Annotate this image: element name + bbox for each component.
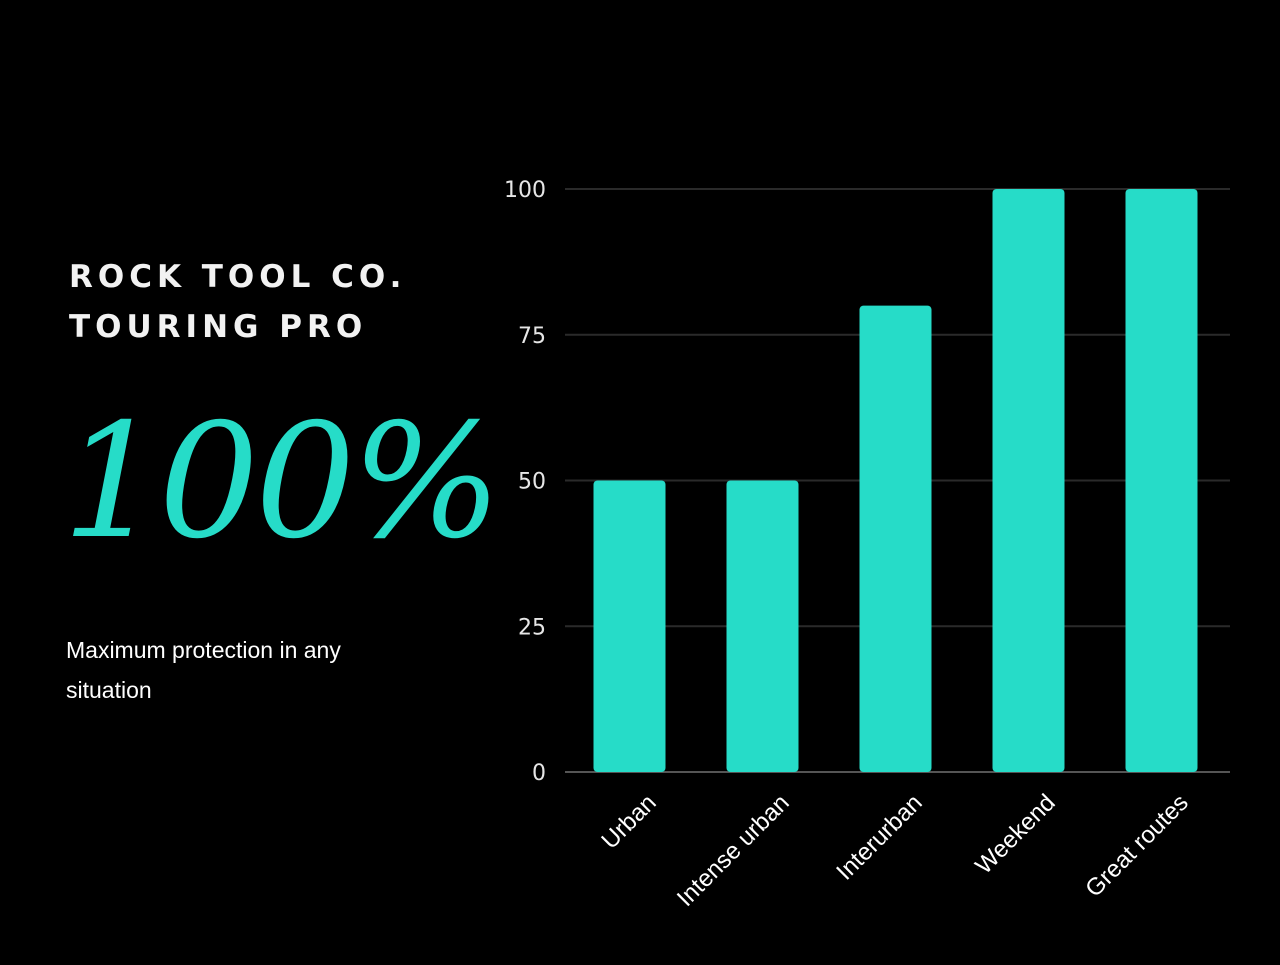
y-tick-label: 100 [504, 178, 546, 203]
chart-bars [593, 189, 1198, 772]
y-tick-label: 25 [518, 615, 546, 640]
x-tick-label: Urban [596, 789, 661, 854]
bar-chart: 0 25 50 75 100 Urban Intense urban Interurban W… [480, 0, 1280, 965]
x-tick-label: Great routes [1080, 789, 1193, 902]
bar-weekend [992, 189, 1065, 772]
tagline: Maximum protection in any situation [66, 637, 341, 703]
x-tick-label: Interurban [831, 789, 927, 885]
bar-chart-svg: 0 25 50 75 100 Urban Intense urban Interurban W… [504, 178, 1230, 912]
y-tick-label: 75 [518, 324, 546, 349]
brand-title-line-1: ROCK TOOL CO. [69, 259, 407, 295]
chart-x-tick-labels: Urban Intense urban Interurban Weekend Great… [596, 789, 1193, 912]
bar-urban [593, 480, 666, 772]
headline-percentage: 100% [62, 390, 502, 574]
bar-interurban [859, 305, 932, 772]
bar-great-routes [1125, 189, 1198, 772]
x-tick-label: Weekend [970, 789, 1060, 879]
y-tick-label: 50 [518, 470, 546, 495]
y-tick-label: 0 [532, 761, 546, 786]
brand-title-line-2: TOURING PRO [69, 309, 368, 345]
x-tick-label: Intense urban [672, 789, 795, 912]
bar-intense-urban [726, 480, 799, 772]
left-panel: ROCK TOOL CO. TOURING PRO 100% Maximum p… [0, 0, 502, 965]
brand-title: ROCK TOOL CO. TOURING PRO [69, 252, 406, 352]
chart-y-tick-labels: 0 25 50 75 100 [504, 178, 546, 786]
